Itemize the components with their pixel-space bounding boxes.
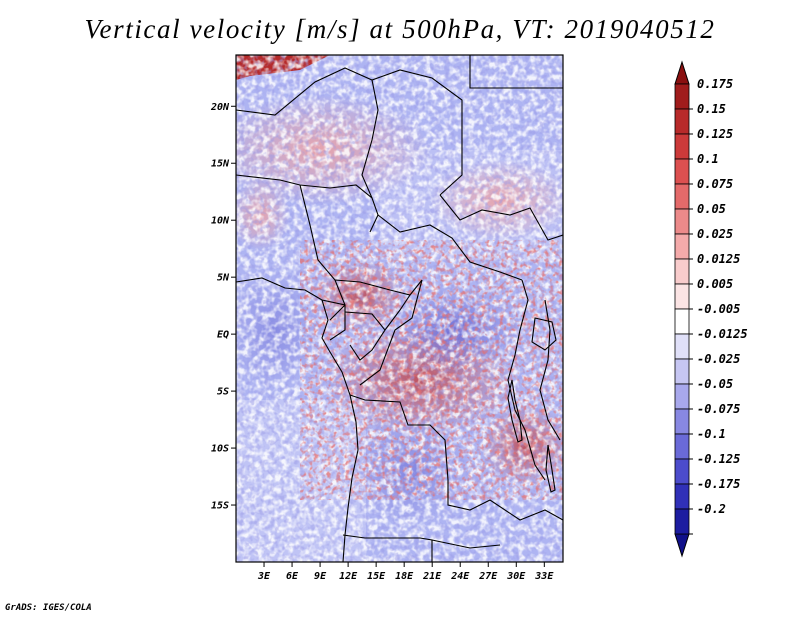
colorbar-label-0: 0.175 <box>697 77 733 91</box>
lat-tick-label-2: 10N <box>211 216 230 227</box>
lon-tick-label-2: 9E <box>314 571 327 582</box>
lon-tick-label-7: 24E <box>450 571 470 582</box>
border-cameroon <box>299 184 346 321</box>
colorbar-swatch-1 <box>674 108 690 135</box>
colorbar-label-8: 0.005 <box>697 277 733 291</box>
lon-tick-label-8: 27E <box>478 571 498 582</box>
colorbar-swatch-0 <box>674 83 690 110</box>
coastline-west-africa <box>236 277 359 562</box>
colorbar-swatch-10 <box>674 333 690 360</box>
lon-tick-label-0: 3E <box>257 571 271 582</box>
border-niger-chad <box>361 79 379 199</box>
border-north <box>236 67 463 196</box>
footer-credit: GrADS: IGES/COLA <box>5 603 92 613</box>
colorbar-swatch-9 <box>674 308 690 335</box>
colorbar: 0.175 0.15 0.125 0.1 0.075 0.05 0.025 0.0125 0.0… <box>674 60 748 558</box>
colorbar-label-16: -0.175 <box>697 477 740 491</box>
border-car <box>377 214 523 281</box>
lat-tick-label-0: 20N <box>210 102 230 113</box>
border-sudan <box>469 55 563 89</box>
border-drc-west <box>359 279 423 386</box>
lake-malawi <box>545 444 556 493</box>
colorbar-swatch-16 <box>674 483 690 510</box>
colorbar-swatch-2 <box>674 133 690 160</box>
colorbar-label-10: -0.0125 <box>697 327 748 341</box>
border-gabon <box>321 299 346 341</box>
border-drc-east <box>507 279 546 481</box>
lat-axis: 20N 15N 10N 5N EQ 5S 10S 15S <box>210 102 236 512</box>
colorbar-swatch-12 <box>674 383 690 410</box>
colorbar-label-9: -0.005 <box>697 302 740 316</box>
colorbar-swatch-5 <box>674 208 690 235</box>
lat-tick-label-5: 5S <box>217 387 229 398</box>
colorbar-top-arrow <box>674 60 690 85</box>
map-frame <box>235 54 564 563</box>
colorbar-label-13: -0.075 <box>697 402 740 416</box>
colorbar-swatch-11 <box>674 358 690 385</box>
colorbar-label-4: 0.075 <box>697 177 733 191</box>
colorbar-label-17: -0.2 <box>697 502 726 516</box>
lon-tick-label-3: 12E <box>339 571 358 582</box>
colorbar-swatch-4 <box>674 183 690 210</box>
colorbar-label-15: -0.125 <box>697 452 740 466</box>
lake-tanganyika <box>507 379 523 443</box>
colorbar-swatch-14 <box>674 433 690 460</box>
border-angola-south <box>342 534 433 562</box>
colorbar-swatch-3 <box>674 158 690 185</box>
lake-victoria <box>531 317 557 351</box>
border-tanzania <box>539 299 561 441</box>
colorbar-label-3: 0.1 <box>697 152 719 166</box>
colorbar-label-12: -0.05 <box>697 377 733 391</box>
colorbar-swatch-13 <box>674 408 690 435</box>
lon-tick-label-10: 33E <box>534 571 554 582</box>
lat-tick-label-3: 5N <box>217 273 230 284</box>
lon-tick-label-9: 30E <box>506 571 526 582</box>
colorbar-swatch-17 <box>674 508 690 535</box>
vertical-velocity-field <box>236 55 563 562</box>
lon-tick-label-6: 21E <box>422 571 442 582</box>
lon-axis: 3E 6E 9E 12E 15E 18E 21E 24E 27E 30E 33E <box>257 562 554 582</box>
colorbar-label-7: 0.0125 <box>697 252 740 266</box>
lat-tick-label-1: 15N <box>211 159 230 170</box>
colorbar-label-11: -0.025 <box>697 352 740 366</box>
lon-tick-label-5: 18E <box>395 571 414 582</box>
border-namibia <box>431 539 501 549</box>
colorbar-swatch-7 <box>674 258 690 285</box>
border-sudan-south <box>439 194 563 241</box>
lat-tick-label-6: 10S <box>211 444 229 455</box>
lon-tick-label-4: 15E <box>367 571 386 582</box>
colorbar-swatch-8 <box>674 283 690 310</box>
border-zambia <box>447 480 563 521</box>
lat-tick-label-4: EQ <box>217 330 229 341</box>
border-chad-nigeria <box>236 174 379 233</box>
colorbar-label-6: 0.025 <box>697 227 733 241</box>
colorbar-label-1: 0.15 <box>697 102 726 116</box>
colorbar-label-14: -0.1 <box>697 427 726 441</box>
lon-tick-label-1: 6E <box>286 571 299 582</box>
lat-tick-label-7: 15S <box>211 501 229 512</box>
colorbar-swatch-15 <box>674 458 690 485</box>
colorbar-label-5: 0.05 <box>697 202 726 216</box>
border-angola-north <box>349 394 449 481</box>
colorbar-label-2: 0.125 <box>697 127 733 141</box>
border-cameroon-congo <box>334 279 423 296</box>
border-congo <box>344 294 411 361</box>
country-borders <box>236 55 563 562</box>
colorbar-bottom-arrow <box>674 533 690 558</box>
colorbar-swatch-6 <box>674 233 690 260</box>
field-blue-speckle <box>236 55 563 562</box>
chart-title: Vertical velocity [m/s] at 500hPa, VT: 2… <box>84 14 716 44</box>
